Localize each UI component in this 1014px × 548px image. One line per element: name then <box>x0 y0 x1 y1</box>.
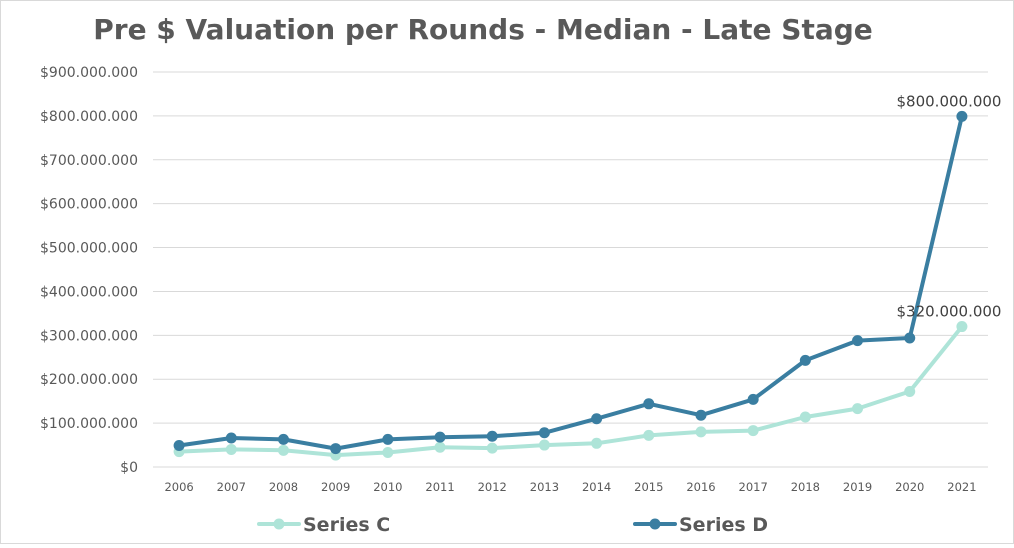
x-tick-label: 2013 <box>530 480 559 494</box>
series-d-point <box>747 393 759 405</box>
series-d-point <box>277 433 289 445</box>
x-tick-label: 2014 <box>582 480 611 494</box>
x-tick-label: 2020 <box>895 480 924 494</box>
series-c-point <box>486 442 498 454</box>
y-tick-label: $600.000.000 <box>40 197 138 213</box>
y-tick-label: $500.000.000 <box>40 241 138 257</box>
series-c-point <box>747 425 759 437</box>
series-d-point <box>434 431 446 443</box>
y-tick-label: $700.000.000 <box>40 153 138 169</box>
series-d-point <box>225 432 237 444</box>
gridlines <box>153 71 988 468</box>
x-tick-label: 2021 <box>947 480 976 494</box>
series-d-point <box>173 439 185 451</box>
y-tick-label: $400.000.000 <box>40 284 138 300</box>
series-d-point <box>904 332 916 344</box>
x-tick-label: 2009 <box>321 480 350 494</box>
series-c-point <box>643 429 655 441</box>
y-tick-label: $300.000.000 <box>40 328 138 344</box>
series-c-data-label: $320.000.000 <box>897 303 1002 321</box>
y-tick-label: $0 <box>120 460 138 476</box>
series-d-point <box>486 430 498 442</box>
series-d-point <box>695 409 707 421</box>
x-axis-ticks: 2006 2007 2008 2009 2010 2011 2012 2013 2014 2015… <box>164 480 976 494</box>
series-lines <box>173 110 968 461</box>
x-tick-label: 2007 <box>217 480 246 494</box>
series-d-legend-label: Series D <box>679 514 768 536</box>
series-c-point <box>799 411 811 423</box>
series-d-point <box>382 433 394 445</box>
series-c-point <box>956 321 968 333</box>
y-tick-label: $200.000.000 <box>40 372 138 388</box>
y-tick-label: $900.000.000 <box>40 65 138 81</box>
y-tick-label: $800.000.000 <box>40 109 138 125</box>
x-tick-label: 2010 <box>373 480 402 494</box>
series-c-point <box>695 426 707 438</box>
data-labels: $320.000.000 $800.000.000 <box>897 92 1002 320</box>
series-d-point <box>591 413 603 425</box>
series-d-point <box>799 354 811 366</box>
x-tick-label: 2015 <box>634 480 663 494</box>
series-c-point <box>904 386 916 398</box>
series-c-legend-label: Series C <box>303 514 390 536</box>
series-d-point <box>330 443 342 455</box>
series-d-point <box>852 335 864 347</box>
series-c-point <box>538 439 550 451</box>
y-tick-label: $100.000.000 <box>40 416 138 432</box>
series-d-line <box>177 114 964 451</box>
series-d-data-label: $800.000.000 <box>897 92 1002 110</box>
series-c-legend-marker <box>273 518 285 530</box>
series-c-point <box>277 444 289 456</box>
y-axis-ticks: $0 $100.000.000 $200.000.000 $300.000.000 $4… <box>40 65 138 476</box>
series-d-legend-marker <box>649 518 661 530</box>
series-d-point <box>643 398 655 410</box>
series-c-point <box>591 437 603 449</box>
series-c-point <box>852 403 864 415</box>
x-tick-label: 2017 <box>739 480 768 494</box>
x-tick-label: 2019 <box>843 480 872 494</box>
x-tick-label: 2008 <box>269 480 298 494</box>
series-c-point <box>382 447 394 459</box>
x-tick-label: 2006 <box>164 480 193 494</box>
series-c-point <box>225 443 237 455</box>
legend: Series C Series D <box>257 514 768 536</box>
series-c-point <box>434 441 446 453</box>
series-d-point <box>956 110 968 122</box>
series-c-line <box>177 324 964 458</box>
chart-title: Pre $ Valuation per Rounds - Median - La… <box>93 13 873 46</box>
x-tick-label: 2016 <box>686 480 715 494</box>
x-tick-label: 2018 <box>791 480 820 494</box>
x-tick-label: 2011 <box>425 480 454 494</box>
x-tick-label: 2012 <box>478 480 507 494</box>
series-d-point <box>538 427 550 439</box>
